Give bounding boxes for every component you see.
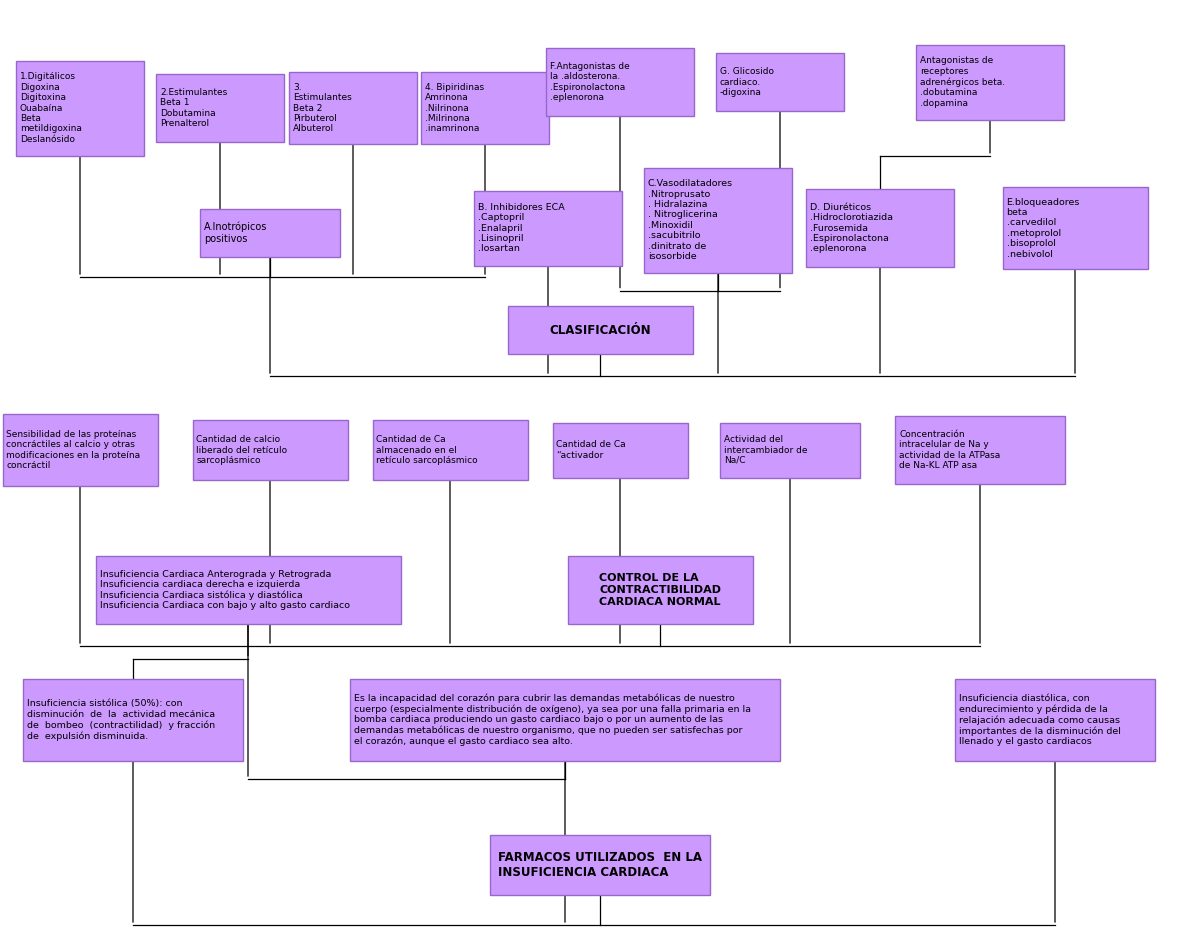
Text: 1.Digitálicos
Digoxina
Digitoxina
Ouabaína
Beta
metildigoxina
Deslanósido: 1.Digitálicos Digoxina Digitoxina Ouabaí… [20, 72, 82, 144]
Text: FARMACOS UTILIZADOS  EN LA
INSUFICIENCIA CARDIACA: FARMACOS UTILIZADOS EN LA INSUFICIENCIA … [498, 851, 702, 879]
Text: Concentración
intracelular de Na y
actividad de la ATPasa
de Na-KL ATP asa: Concentración intracelular de Na y activ… [899, 430, 1001, 470]
FancyBboxPatch shape [200, 209, 340, 257]
Text: G. Glicosido
cardiaco.
-digoxina: G. Glicosido cardiaco. -digoxina [720, 67, 774, 97]
FancyBboxPatch shape [644, 168, 792, 273]
FancyBboxPatch shape [23, 679, 242, 761]
FancyBboxPatch shape [955, 679, 1154, 761]
FancyBboxPatch shape [546, 48, 694, 116]
Text: D. Diuréticos
.Hidroclorotiazida
.Furosemida
.Espironolactona
.eplenorona: D. Diuréticos .Hidroclorotiazida .Furose… [810, 203, 893, 253]
FancyBboxPatch shape [490, 835, 710, 895]
Text: CONTROL DE LA
CONTRACTIBILIDAD
CARDIACA NORMAL: CONTROL DE LA CONTRACTIBILIDAD CARDIACA … [599, 574, 721, 606]
Text: Insuficiencia diastólica, con
endurecimiento y pérdida de la
relajación adecuada: Insuficiencia diastólica, con endurecimi… [959, 693, 1121, 746]
Text: C.Vasodilatadores
.Nitroprusato
. Hidralazina
. Nitroglicerina
.Minoxidil
.sacub: C.Vasodilatadores .Nitroprusato . Hidral… [648, 179, 733, 260]
FancyBboxPatch shape [568, 556, 752, 624]
FancyBboxPatch shape [474, 191, 622, 265]
FancyBboxPatch shape [720, 423, 860, 477]
FancyBboxPatch shape [16, 60, 144, 156]
FancyBboxPatch shape [96, 556, 401, 624]
Text: 2.Estimulantes
Beta 1
Dobutamina
Prenalterol: 2.Estimulantes Beta 1 Dobutamina Prenalt… [160, 88, 227, 128]
Text: Sensibilidad de las proteínas
concráctiles al calcio y otras
modificaciones en l: Sensibilidad de las proteínas concráctil… [6, 430, 140, 470]
FancyBboxPatch shape [895, 416, 1066, 484]
Text: Actividad del
intercambiador de
Na/C: Actividad del intercambiador de Na/C [724, 435, 808, 465]
Text: F.Antagonistas de
la .aldosterona.
.Espironolactona
.eplenorona: F.Antagonistas de la .aldosterona. .Espi… [550, 62, 630, 102]
FancyBboxPatch shape [421, 72, 550, 144]
FancyBboxPatch shape [508, 306, 692, 354]
Text: B. Inhibidores ECA
.Captopril
.Enalapril
.Lisinopril
.losartan: B. Inhibidores ECA .Captopril .Enalapril… [478, 203, 565, 253]
Text: Insuficiencia sistólica (50%): con
disminución  de  la  actividad mecánica
de  b: Insuficiencia sistólica (50%): con dismi… [28, 699, 215, 741]
Text: Es la incapacidad del corazón para cubrir las demandas metabólicas de nuestro
cu: Es la incapacidad del corazón para cubri… [354, 693, 751, 746]
FancyBboxPatch shape [716, 53, 844, 111]
Text: Antagonistas de
receptores
adrenérgicos beta.
.dobutamina
.dopamina: Antagonistas de receptores adrenérgicos … [920, 57, 1006, 108]
Text: CLASIFICACIÓN: CLASIFICACIÓN [550, 324, 650, 337]
FancyBboxPatch shape [372, 420, 528, 480]
FancyBboxPatch shape [192, 420, 348, 480]
Text: A.Inotrópicos
positivos: A.Inotrópicos positivos [204, 222, 268, 244]
Text: 4. Bipiridinas
Amrinona
.Nilrinona
.Milrinona
.inamrinona: 4. Bipiridinas Amrinona .Nilrinona .Milr… [425, 83, 484, 133]
FancyBboxPatch shape [916, 44, 1064, 120]
FancyBboxPatch shape [2, 414, 157, 486]
Text: Cantidad de Ca
almacenado en el
retículo sarcoplásmico: Cantidad de Ca almacenado en el retículo… [377, 435, 478, 465]
Text: Cantidad de calcio
liberado del retículo
sarcoplásmico: Cantidad de calcio liberado del retículo… [197, 435, 288, 465]
FancyBboxPatch shape [552, 423, 688, 477]
Text: E.bloqueadores
beta
.carvedilol
.metoprolol
.bisoprolol
.nebivolol: E.bloqueadores beta .carvedilol .metopro… [1007, 197, 1080, 259]
Text: Insuficiencia Cardiaca Anterograda y Retrograda
Insuficiencia cardiaca derecha e: Insuficiencia Cardiaca Anterograda y Ret… [100, 569, 349, 610]
Text: Cantidad de Ca
“activador: Cantidad de Ca “activador [557, 440, 626, 460]
Text: 3.
Estimulantes
Beta 2
Pirbuterol
Albuterol: 3. Estimulantes Beta 2 Pirbuterol Albute… [293, 83, 352, 133]
FancyBboxPatch shape [289, 72, 418, 144]
FancyBboxPatch shape [156, 74, 284, 142]
FancyBboxPatch shape [1002, 187, 1147, 269]
FancyBboxPatch shape [806, 189, 954, 267]
FancyBboxPatch shape [350, 679, 780, 761]
